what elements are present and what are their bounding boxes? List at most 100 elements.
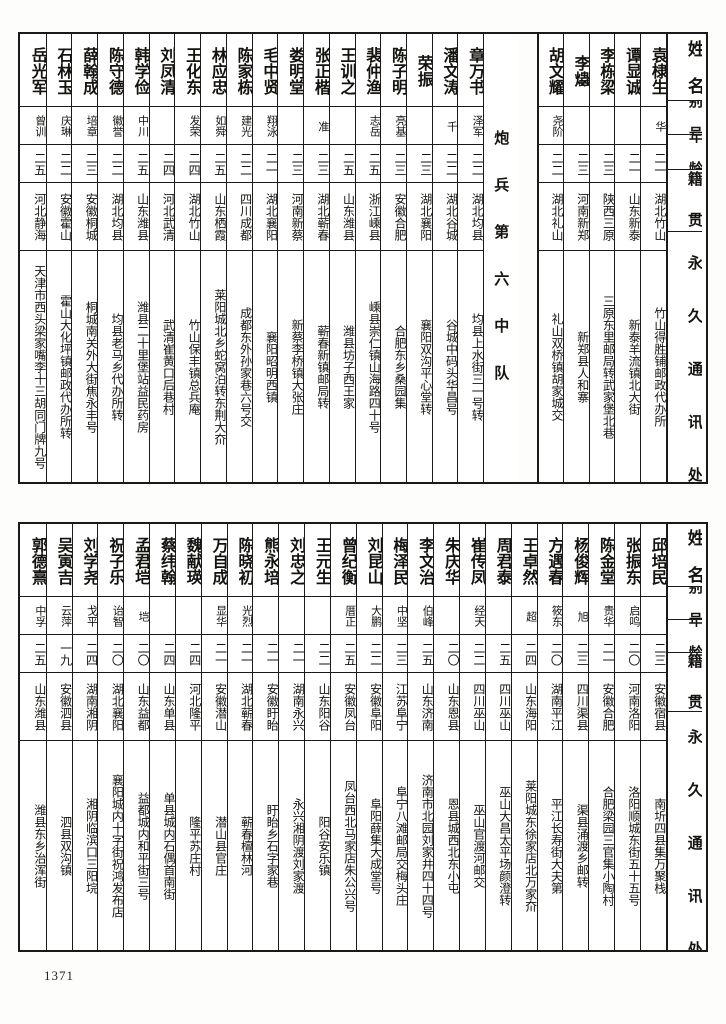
cell-alias [329,106,355,144]
roster-column: 毛中贤 翔泳 二一 湖北襄阳 襄阳昭明西镇 [251,34,278,482]
cell-age: 二一 [253,634,279,672]
cell-name: 袁棣生 [648,46,666,95]
cell-alias: 中坚 [382,596,408,634]
cell-address: 合肥梁园三官集小陶村 [589,740,615,950]
cell-name: 薛翰成 [80,46,98,95]
cell-alias: 华 [641,106,666,144]
cell-name: 潘文涛 [440,46,458,95]
cell-name: 郭德熹 [28,536,46,585]
cell-alias: 诒智 [98,596,124,634]
roster-column: 杨俊辉旭二三 四川渠县 渠县涌渡乡邮转 [562,524,589,950]
roster-column: 刘昆山 大鹏 二二 安徽阜阳 阜阳薛集大成堂号 [355,524,382,950]
cell-origin: 河北静海 [20,182,46,250]
roster-column: 袁棣生华二一 湖北竹山 竹山得胜铺邮政代办所 [640,34,666,482]
roster-column: 李爞 二三 河南新郑 新郑县人和寨 [562,34,589,482]
cell-name: 张正楷 [311,46,329,95]
roster-column: 郭德熹 中孚 二五 山东潍县 潍县东乡治浑街 [20,524,46,950]
cell-age: 二〇 [434,634,460,672]
cell-origin: 四川成都 [226,182,252,250]
roster-column: 李栋梁 二三 陕西三原 三原东里邮局转武家堡北巷 [588,34,615,482]
cell-alias [407,106,432,144]
cell-address: 莱阳城东徐家店北万家夼 [511,740,537,950]
roster-column: 潘文涛千二二 湖北谷城 谷城中码头华昌号 [431,34,458,482]
cell-age: 二五 [201,144,226,182]
cell-address: 均县老马乡代办所转 [98,250,123,482]
cell-age: 二二 [539,144,563,182]
cell-age: 二四 [150,634,175,672]
roster-column: 周君泰 二五 四川巫山 巫山大昌太平场颜澄转 [484,524,511,950]
cell-alias: 大鹏 [356,596,382,634]
cell-origin: 山东潍县 [20,672,46,740]
cell-alias: 戈平 [72,596,98,634]
row-label-origin: 籍 贯 [667,169,702,231]
cell-age: 二一 [615,144,641,182]
cell-address: 均县上水街三一号转 [458,250,484,482]
roster-column: 孟君垲垲二〇 山东益都 益都城内和平街三号 [123,524,150,950]
cell-alias [278,106,304,144]
cell-age: 二五 [329,144,355,182]
cell-age: 二一 [252,144,278,182]
cell-origin: 江苏阜宁 [382,672,408,740]
roster-column: 陈晓初 光烈 二一 湖北蕲春 蕲春檀林河 [226,524,253,950]
roster-column: 谭显诚 二一 山东新泰 新泰羊流镇北大街 [614,34,641,482]
roster-header-column: 姓 名别 号年 龄籍 贯永 久 通 讯 处 [665,34,702,482]
cell-origin: 湖北竹山 [641,182,666,250]
cell-alias: 曾训 [20,106,46,144]
cell-origin: 湖南永兴 [279,672,305,740]
cell-address: 襄阳双沟平心堂转 [407,250,432,482]
cell-origin: 山东济南 [408,672,434,740]
cell-age: 二二 [460,634,485,672]
roster-column: 陈金堂 贵华 二一 安徽合肥 合肥梁园三官集小陶村 [588,524,615,950]
cell-name: 周君泰 [493,536,511,585]
cell-name: 刘学尧 [80,536,98,585]
cell-name: 崔传凤 [467,536,485,585]
cell-address: 新蔡李桥镇大张庄 [278,250,304,482]
cell-address: 渠县涌渡乡邮转 [563,740,589,950]
cell-age: 二五 [20,144,46,182]
row-label-name: 姓 名 [683,40,702,95]
cell-alias: 泽军 [458,106,484,144]
roster-column: 王卓然超二四 山东海阳 莱阳城东徐家店北万家夼 [510,524,537,950]
cell-address: 潜山县官庄 [201,740,227,950]
cell-origin: 安徽盱眙 [253,672,279,740]
roster-column: 裴仲渔 志岳 二五 浙江嵊县 嵊县崇仁镇山海路四十号 [354,34,381,482]
cell-name: 刘凤清 [157,46,175,95]
cell-alias: 中川 [123,106,149,144]
cell-alias: 光烈 [227,596,253,634]
cell-address: 三原东里邮局转武家堡北巷 [589,250,615,482]
cell-address: 襄阳城内十字街祝鸿发布店 [98,740,124,950]
row-label-name: 姓 名 [683,528,702,583]
cell-age: 二五 [485,634,511,672]
cell-alias: 云萍 [46,596,72,634]
roster-header-column: 姓 名别 号年 龄籍 贯永 久 通 讯 处 [665,524,702,950]
roster-table-top: 岳光军 曾训 二五 河北静海 天津市西头梁家嘴李十三胡同门牌九号 石林玉 庆琳 二二 安徽霍山霍… [18,32,708,484]
roster-column: 荣振 二三 湖北襄阳 襄阳双沟平心堂转 [406,34,432,482]
cell-age: 二二 [432,144,458,182]
cell-origin: 陕西三原 [589,182,615,250]
cell-name: 刘昆山 [364,536,382,585]
cell-origin: 河南新蔡 [278,182,304,250]
cell-age: 二一 [227,634,253,672]
cell-age: 二三 [563,144,589,182]
cell-name: 蔡纬翰 [157,536,175,585]
cell-origin: 浙江嵊县 [355,182,381,250]
cell-alias: 垲 [124,596,150,634]
cell-address: 恩县城西北东小屯 [434,740,460,950]
cell-name: 方遇春 [545,536,563,585]
cell-origin: 湖北礼山 [539,182,563,250]
cell-alias: 超 [511,596,537,634]
cell-age: 二二 [226,144,252,182]
cell-origin: 山东益都 [124,672,150,740]
cell-name: 石林玉 [54,46,72,95]
cell-age: 二三 [304,144,329,182]
unit-name-label: 炮 兵 第 六 中 队 [492,129,511,387]
cell-address: 单县城内石偶首南街 [150,740,175,950]
cell-alias [589,106,615,144]
cell-alias: 伯峰 [408,596,434,634]
cell-name: 万自成 [209,536,227,585]
cell-name: 李栋梁 [597,46,615,95]
roster-column: 王化东 发荣 二四 湖北竹山 竹山保丰镇总兵庵 [174,34,201,482]
cell-origin: 湖北均县 [458,182,484,250]
cell-origin: 湖北均县 [98,182,123,250]
cell-alias [175,596,201,634]
